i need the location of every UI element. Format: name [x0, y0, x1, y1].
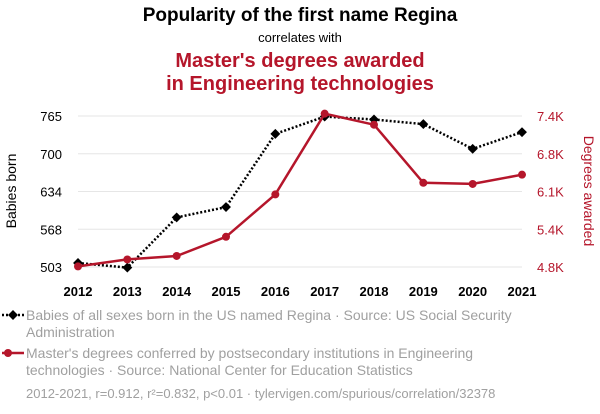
series1-point — [221, 202, 231, 213]
series2-point — [370, 120, 378, 129]
series2-point — [320, 109, 329, 118]
x-tick-label: 2020 — [458, 284, 487, 299]
legend-label-series1-line1: Babies of all sexes born in the US named… — [26, 307, 512, 323]
legend-swatch-marker-series1 — [8, 310, 18, 320]
series2-point — [419, 178, 428, 187]
legend-item-series1: Babies of all sexes born in the US named… — [2, 307, 512, 340]
left-tick-label: 765 — [40, 109, 62, 124]
series1-point — [122, 262, 133, 273]
right-axis-ticks: 4.8K 5.4K 6.1K 6.8K 7.4K — [537, 109, 564, 275]
second-variable-title-line2: in Engineering technologies — [166, 73, 434, 95]
x-tick-label: 2019 — [409, 284, 438, 299]
legend-swatch-marker-series2 — [4, 349, 12, 357]
left-axis-ticks: 503 568 634 700 765 — [40, 109, 62, 275]
left-tick-label: 503 — [40, 260, 62, 275]
left-axis-title: Babies born — [3, 154, 19, 229]
second-variable-title-line1: Master's degrees awarded — [175, 50, 424, 72]
left-tick-label: 568 — [40, 222, 62, 237]
series2-point — [123, 255, 132, 264]
series1-point — [467, 143, 478, 154]
x-tick-label: 2014 — [162, 284, 192, 299]
x-tick-label: 2017 — [310, 284, 339, 299]
right-tick-label: 5.4K — [537, 222, 564, 237]
x-tick-label: 2012 — [64, 284, 93, 299]
right-axis-title: Degrees awarded — [581, 136, 597, 247]
x-axis-ticks: 2012 2013 2014 2015 2016 2017 2018 2019 2020 2021 — [64, 284, 537, 299]
series2-point — [172, 251, 181, 260]
legend-label-series2-line2: technologies · Source: National Center f… — [26, 362, 413, 378]
x-tick-label: 2021 — [508, 284, 537, 299]
footer-stats: 2012-2021, r=0.912, r²=0.832, p<0.01 · t… — [26, 386, 495, 401]
legend-item-series2: Master's degrees conferred by postsecond… — [2, 345, 473, 378]
series2-point — [74, 262, 82, 271]
series-layer — [73, 109, 527, 273]
right-tick-label: 4.8K — [537, 260, 564, 275]
series2-point — [518, 170, 526, 179]
x-tick-label: 2015 — [212, 284, 241, 299]
x-tick-label: 2016 — [261, 284, 290, 299]
legend-label-series1-line2: Administration — [26, 324, 115, 340]
series1-point — [517, 127, 527, 138]
chart-subtitle: correlates with — [258, 30, 342, 45]
right-tick-label: 7.4K — [537, 109, 564, 124]
series2-point — [468, 179, 477, 188]
x-tick-label: 2018 — [360, 284, 389, 299]
series1-point — [270, 128, 281, 139]
x-tick-label: 2013 — [113, 284, 142, 299]
series1-point — [171, 212, 182, 223]
left-tick-label: 634 — [40, 185, 62, 200]
left-tick-label: 700 — [40, 147, 62, 162]
series2-point — [222, 232, 230, 241]
right-tick-label: 6.1K — [537, 185, 564, 200]
series-line-2 — [77, 112, 523, 268]
series1-point — [418, 119, 429, 130]
series-line-1 — [77, 115, 523, 269]
legend: Babies of all sexes born in the US named… — [2, 307, 512, 378]
gridlines — [78, 115, 522, 268]
right-tick-label: 6.8K — [537, 147, 564, 162]
chart-title: Popularity of the first name Regina — [143, 5, 458, 26]
legend-label-series2-line1: Master's degrees conferred by postsecond… — [26, 345, 473, 361]
series2-point — [271, 190, 280, 199]
